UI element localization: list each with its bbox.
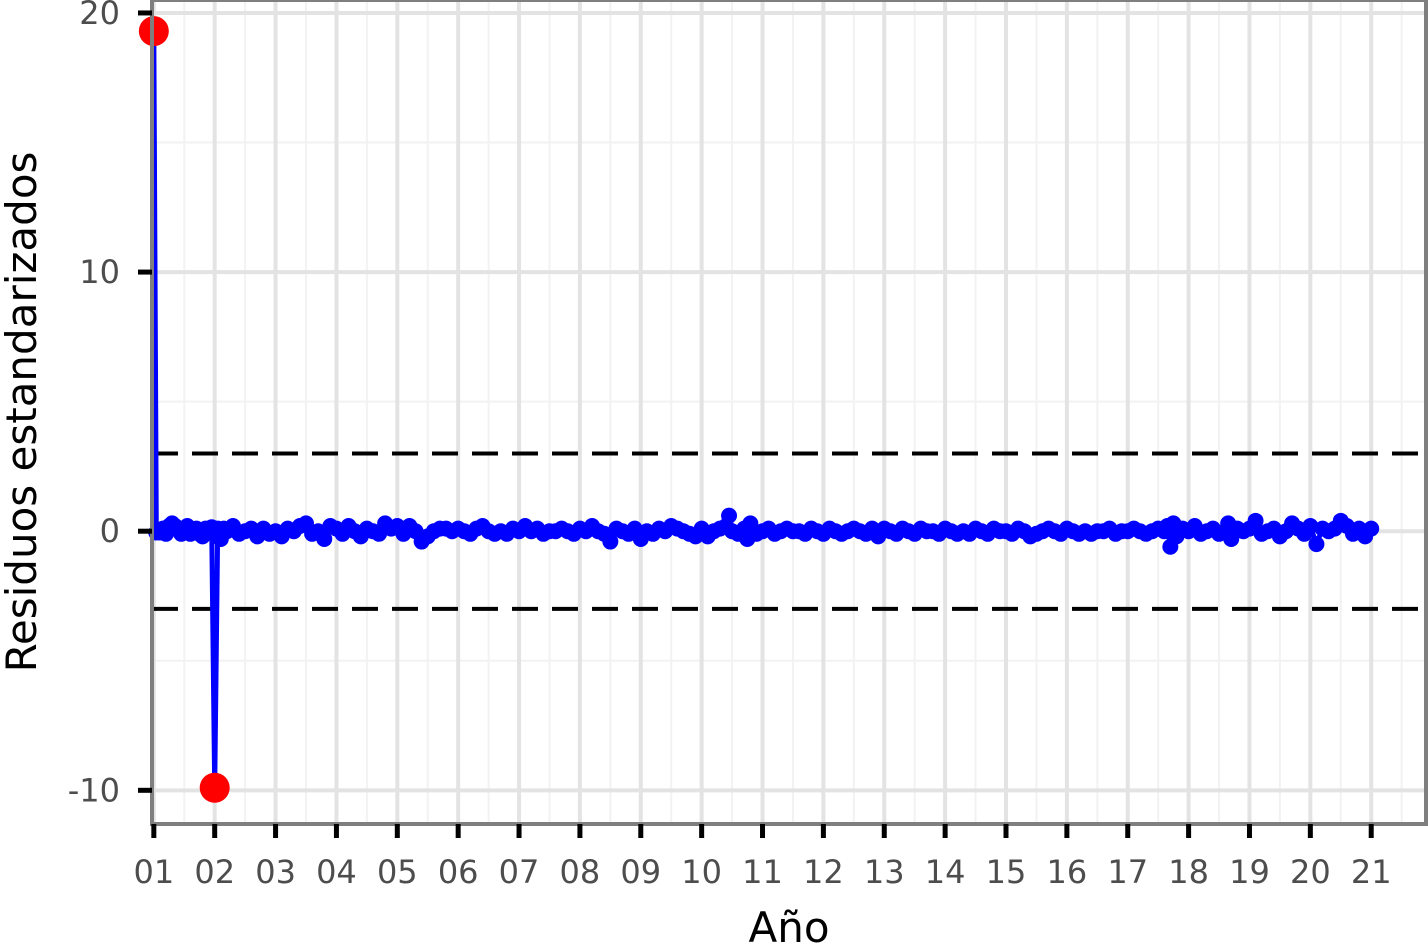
x-tick-label: 20 — [1290, 853, 1331, 891]
x-tick-label: 03 — [255, 853, 296, 891]
x-tick-label: 21 — [1351, 853, 1392, 891]
x-tick-label: 06 — [438, 853, 479, 891]
x-tick-label: 13 — [864, 853, 905, 891]
x-tick-label: 02 — [194, 853, 235, 891]
x-tick-label: 14 — [925, 853, 966, 891]
data-point — [721, 507, 738, 524]
y-tick-label: 10 — [79, 253, 120, 291]
x-tick-label: 07 — [499, 853, 540, 891]
x-tick-label: 10 — [681, 853, 722, 891]
reference-lines — [152, 451, 1426, 611]
data-point — [316, 530, 333, 547]
x-tick-label: 15 — [986, 853, 1027, 891]
x-axis-ticks: 01 02 03 04 05 06 07 08 09 10 11 12 13 14 15 16 17 18 19 20… — [133, 824, 1392, 891]
y-axis-ticks: -10 0 10 20 — [68, 0, 152, 809]
x-tick-label: 01 — [133, 853, 174, 891]
data-point — [1247, 512, 1264, 529]
series-layer — [145, 23, 1380, 796]
x-tick-label: 18 — [1168, 853, 1209, 891]
x-tick-label: 04 — [316, 853, 357, 891]
x-tick-label: 12 — [803, 853, 844, 891]
data-point — [602, 533, 619, 550]
y-tick-label: -10 — [68, 771, 120, 809]
grid-minor — [152, 0, 1426, 824]
data-point — [1363, 520, 1380, 537]
x-tick-label: 19 — [1229, 853, 1270, 891]
plot-background — [152, 0, 1426, 824]
y-tick-label: 0 — [100, 512, 120, 550]
plot-border — [150, 0, 1428, 826]
y-tick-label: 20 — [79, 0, 120, 32]
x-tick-label: 05 — [377, 853, 418, 891]
x-tick-label: 17 — [1107, 853, 1148, 891]
data-point — [1308, 536, 1325, 553]
x-axis-title: Año — [748, 903, 829, 952]
outlier-point — [199, 772, 230, 803]
x-tick-label: 11 — [742, 853, 783, 891]
y-axis-title: Residuos estandarizados — [0, 152, 46, 673]
data-point — [1302, 518, 1319, 535]
x-tick-label: 16 — [1047, 853, 1088, 891]
x-tick-label: 09 — [620, 853, 661, 891]
x-tick-label: 08 — [560, 853, 601, 891]
